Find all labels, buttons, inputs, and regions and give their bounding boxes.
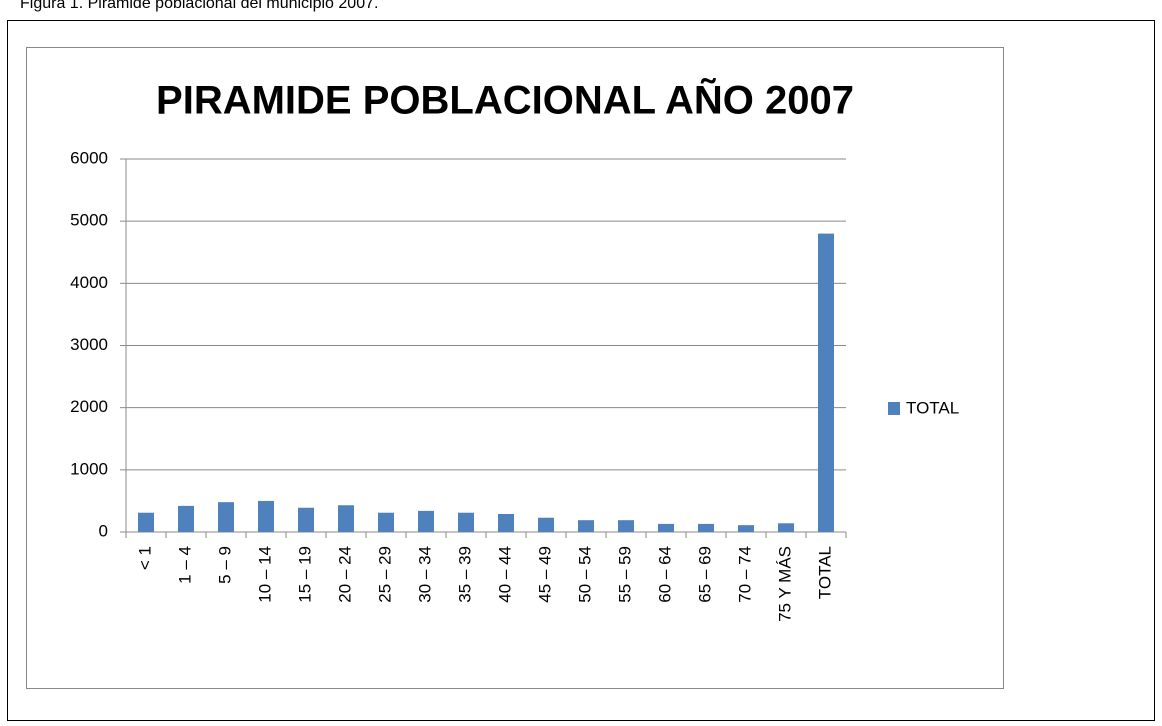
bar <box>418 510 434 532</box>
y-tick-label: 3000 <box>70 335 108 354</box>
y-tick-label: 6000 <box>70 148 108 167</box>
x-tick-label: 25 – 29 <box>375 546 394 603</box>
x-tick-label: 55 – 59 <box>615 546 634 603</box>
bar <box>818 233 834 532</box>
y-tick-label: 0 <box>99 521 108 540</box>
bar <box>338 505 354 532</box>
bar <box>538 517 554 532</box>
x-tick-label: 75 Y MÁS <box>775 546 794 622</box>
x-tick-label: 35 – 39 <box>455 546 474 603</box>
caption: Figura 1. Pirámide poblacional del munic… <box>20 0 378 12</box>
x-tick-label: 10 – 14 <box>255 546 274 603</box>
y-tick-label: 5000 <box>70 211 108 230</box>
x-tick-label: 45 – 49 <box>535 546 554 603</box>
bar <box>458 512 474 532</box>
bar <box>698 523 714 532</box>
bar <box>178 505 194 532</box>
x-tick-label: 20 – 24 <box>335 546 354 603</box>
x-tick-label: < 1 <box>135 546 154 570</box>
x-tick-label: 5 – 9 <box>215 546 234 584</box>
bar <box>378 512 394 532</box>
x-tick-label: 40 – 44 <box>495 546 514 603</box>
y-tick-label: 1000 <box>70 459 108 478</box>
chart-border <box>26 47 1004 689</box>
bar <box>298 507 314 532</box>
bar <box>738 525 754 532</box>
x-tick-label: 30 – 34 <box>415 546 434 603</box>
legend-label: TOTAL <box>906 398 959 417</box>
y-tick-label: 4000 <box>70 273 108 292</box>
chart-title: PIRAMIDE POBLACIONAL AÑO 2007 <box>156 77 854 123</box>
x-tick-label: 15 – 19 <box>295 546 314 603</box>
bar <box>218 502 234 532</box>
x-tick-label: 60 – 64 <box>655 546 674 603</box>
legend-swatch <box>888 402 900 415</box>
y-tick-label: 2000 <box>70 397 108 416</box>
bar <box>498 513 514 532</box>
bar <box>578 520 594 532</box>
bar <box>258 500 274 532</box>
x-tick-label: TOTAL <box>815 546 834 599</box>
bar <box>658 523 674 532</box>
bar <box>778 523 794 532</box>
bar <box>138 512 154 532</box>
x-tick-label: 65 – 69 <box>695 546 714 603</box>
x-tick-label: 50 – 54 <box>575 546 594 603</box>
x-tick-label: 1 – 4 <box>175 546 194 584</box>
x-tick-label: 70 – 74 <box>735 546 754 603</box>
bar <box>618 520 634 532</box>
